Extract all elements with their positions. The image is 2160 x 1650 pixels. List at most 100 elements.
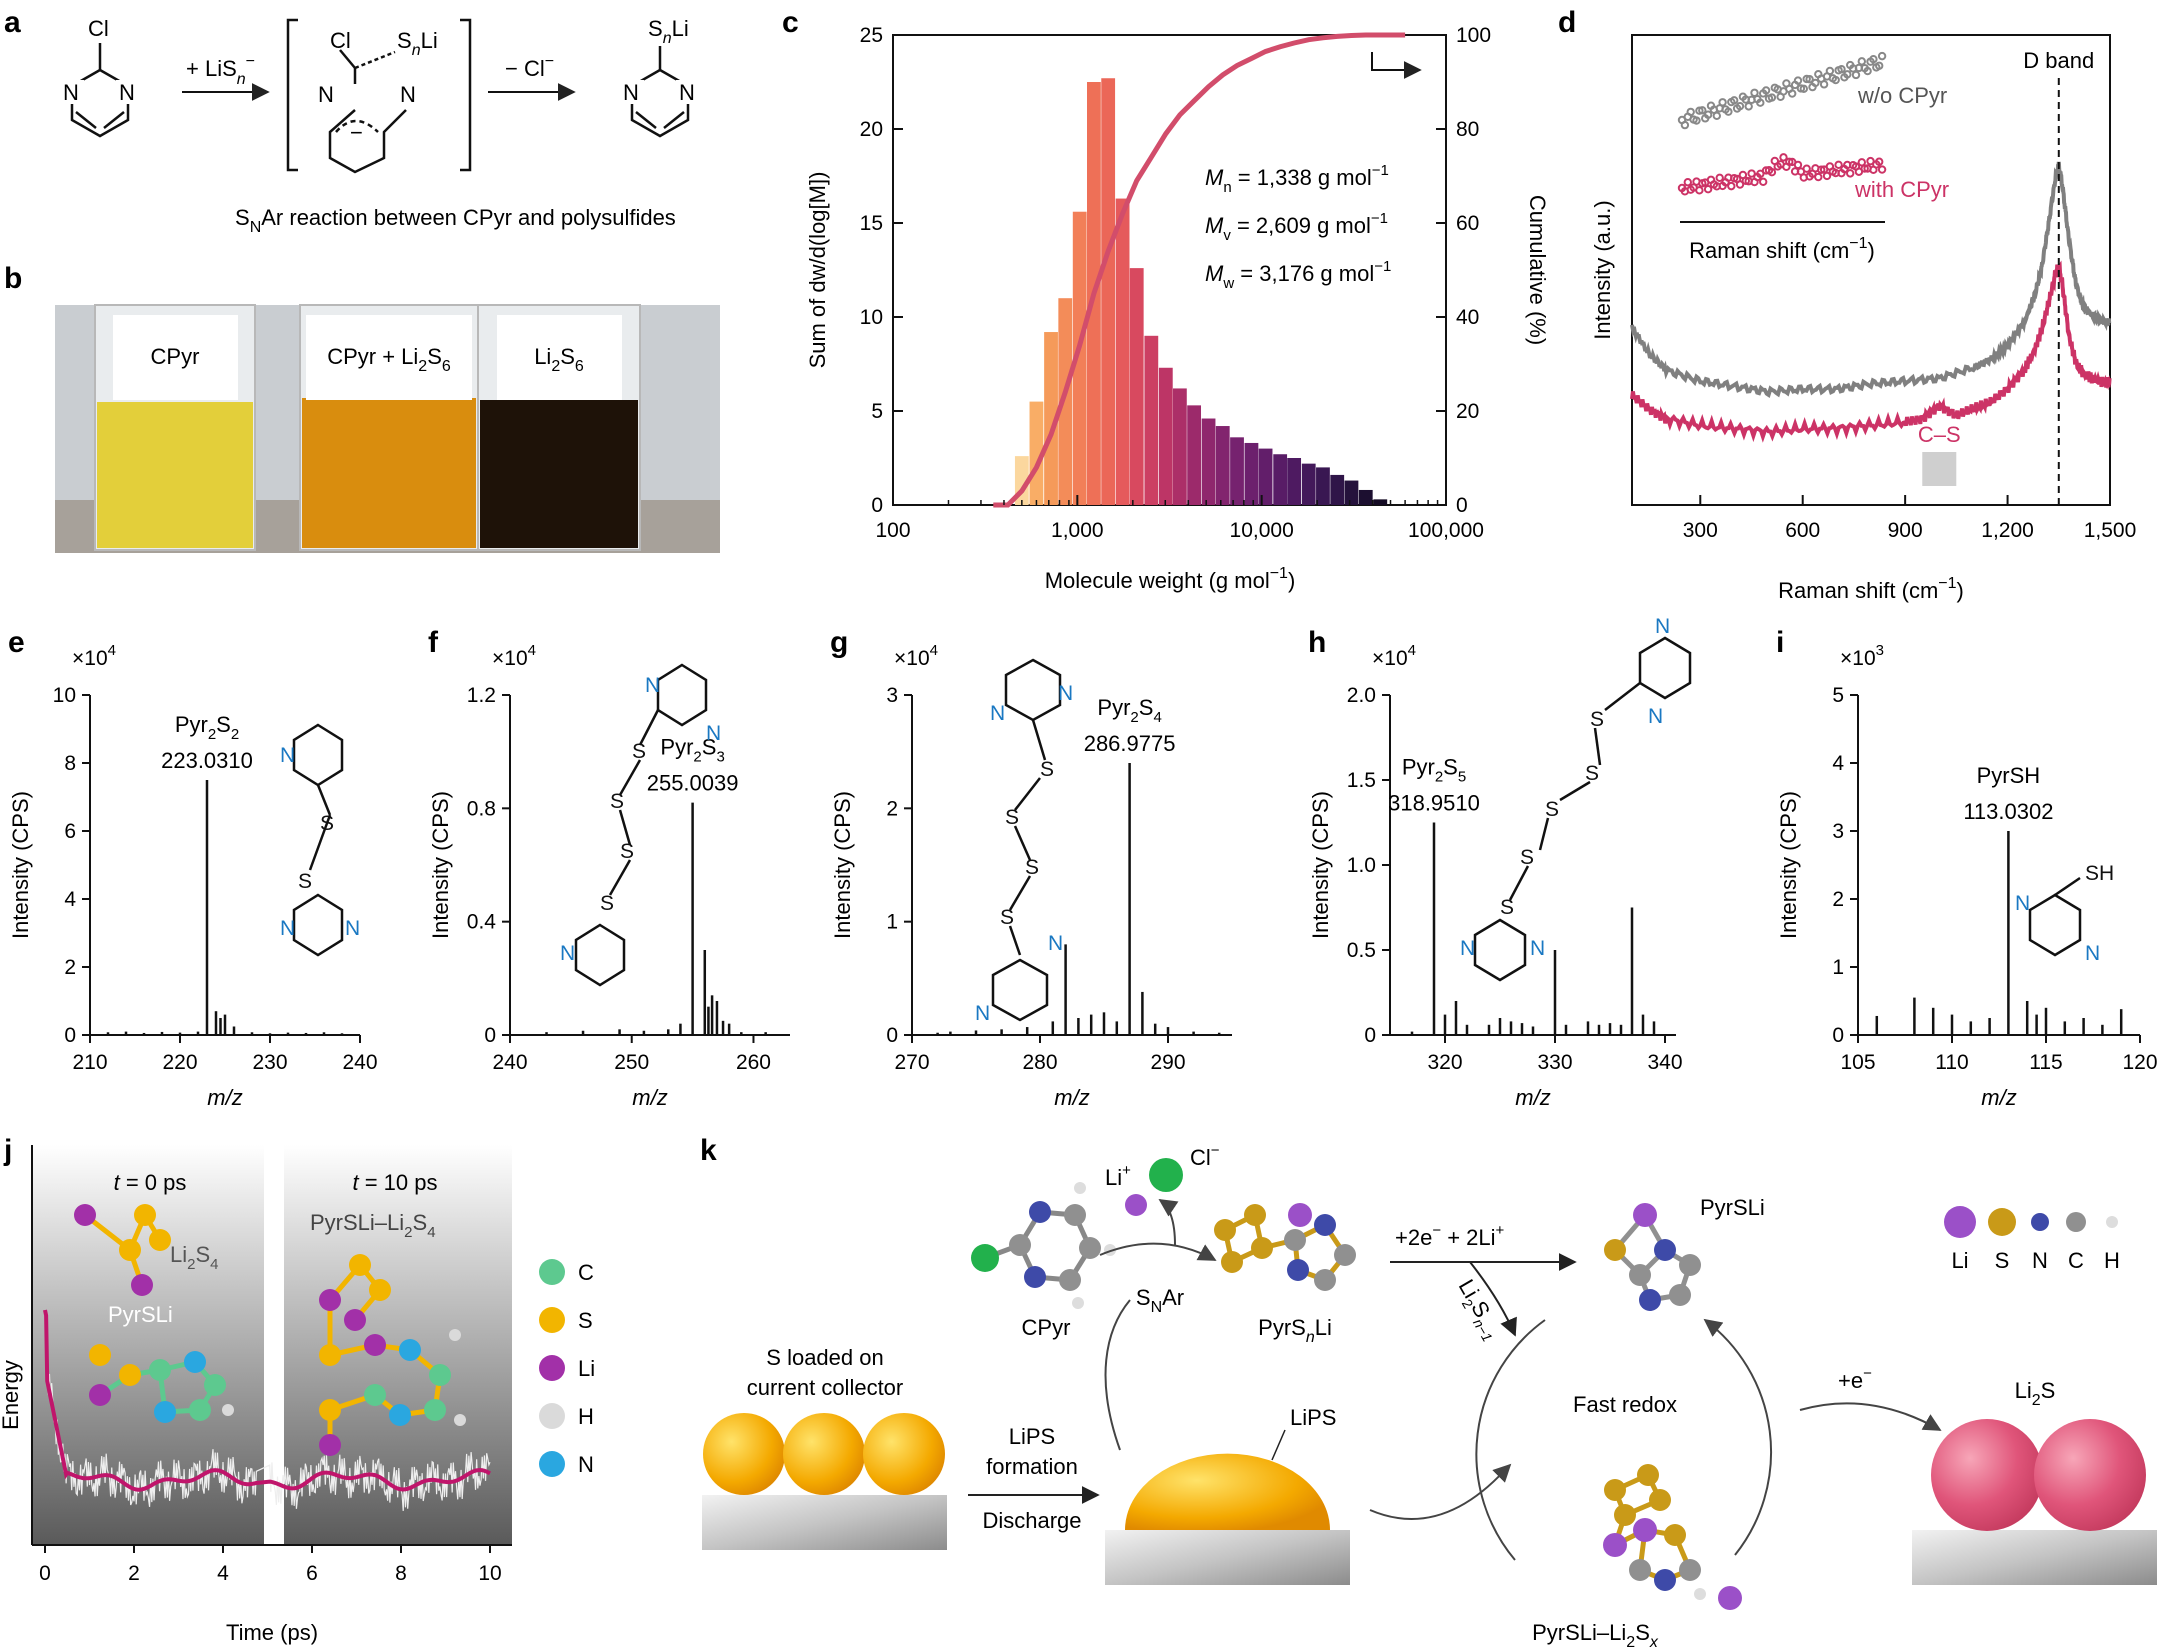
panel-k: k S loaded on current collector LiPS for… — [700, 1134, 2157, 1650]
redox-arc-right — [1703, 1318, 1772, 1556]
x-tick-label-j: 2 — [128, 1562, 140, 1585]
atom-cl-1: Cl — [88, 16, 109, 41]
x-tick-label-d: 900 — [1888, 519, 1923, 542]
inset-point-wo — [1724, 107, 1733, 116]
legend-swatch-k-S — [1988, 1208, 2016, 1236]
vial-2-label: CPyr + Li2S6 — [327, 344, 451, 375]
x-axis-label-j: Time (ps) — [226, 1620, 318, 1645]
x-tick-label-d: 1,500 — [2084, 519, 2137, 542]
raman-inset — [1677, 51, 1887, 196]
pyr-ring-h1 — [1638, 636, 1692, 700]
panel-a: a Cl N N + LiSn− Cl SnLi N N − − C — [4, 6, 700, 236]
legend-swatch-j-S — [539, 1307, 565, 1333]
y-tick-label-f: 0 — [484, 1024, 496, 1047]
li2s-particle-2 — [2034, 1419, 2146, 1531]
y-tick-label-g: 2 — [886, 797, 898, 820]
x-tick-label-j: 10 — [478, 1562, 501, 1585]
x-tick-label-d: 300 — [1683, 519, 1718, 542]
y-tick-label-e: 8 — [64, 752, 76, 775]
t0-label: t = 0 ps — [114, 1170, 187, 1195]
x-tick-label-i: 105 — [1840, 1051, 1875, 1074]
pyr-ring-e2 — [292, 893, 344, 957]
s-h2: S — [1585, 762, 1599, 785]
inset-point-wo — [1756, 98, 1765, 107]
panel-label-e: e — [8, 626, 25, 659]
y-axis-label-e: Intensity (CPS) — [8, 791, 33, 939]
inset-point-with — [1860, 164, 1869, 173]
legend-label-k-S: S — [1995, 1248, 2010, 1273]
panel-label-g: g — [830, 626, 848, 659]
y2-tick-label-c: 0 — [1456, 494, 1468, 517]
s-g1: S — [1040, 758, 1054, 781]
bar-4 — [1072, 211, 1087, 505]
energy-raw-trace — [44, 1309, 491, 1511]
x-tick-label-e: 220 — [162, 1051, 197, 1074]
inset-point-with — [1834, 160, 1843, 170]
li2sn1-label: Li2Sn−1 — [1450, 1275, 1507, 1344]
legend-swatch-k-Li — [1944, 1206, 1976, 1238]
x-tick-label-d: 1,200 — [1981, 519, 2034, 542]
s-h3: S — [1545, 798, 1559, 821]
panel-label-c: c — [782, 6, 799, 39]
y-tick-label-h: 0.5 — [1347, 939, 1376, 962]
arrow-snar — [1099, 1242, 1217, 1261]
legend-label-j-N: N — [578, 1452, 594, 1477]
inset-point-wo — [1744, 102, 1753, 111]
x-tick-label-i: 120 — [2122, 1051, 2157, 1074]
inset-point-with — [1695, 186, 1704, 195]
panel-label-a: a — [4, 6, 21, 39]
inset-point-with — [1735, 180, 1745, 189]
y2-axis-label-c: Cumulative (%) — [1525, 195, 1550, 345]
li2s4-model — [74, 1204, 171, 1296]
inset-point-with — [1814, 172, 1823, 182]
s-g3: S — [1025, 856, 1039, 879]
panel-a-caption: SNAr reaction between CPyr and polysulfi… — [235, 205, 676, 236]
cs-label: C–S — [1918, 422, 1961, 447]
peak-mass-h: 318.9510 — [1388, 791, 1480, 816]
y-tick-label-i: 2 — [1832, 888, 1844, 911]
ms-panel-g: g ×104 270 280 290 0 1 2 3 m/z Intensity (CPS) Pyr2… — [830, 626, 1232, 1110]
pyr-ring-f1 — [656, 663, 708, 727]
y2-tick-label-c: 80 — [1456, 118, 1479, 141]
redox-arc-left — [1475, 1319, 1546, 1561]
atom-n-6: N — [679, 80, 695, 105]
pyrsnli-label: PyrSnLi — [1258, 1315, 1332, 1346]
plot-d-frame — [1631, 34, 2111, 506]
inset-point-with — [1793, 160, 1803, 170]
legend-label-k-N: N — [2032, 1248, 2048, 1273]
legend-label-j-Li: Li — [578, 1356, 595, 1381]
atom-snli: SnLi — [397, 28, 438, 59]
inset-point-wo — [1825, 66, 1835, 76]
inset-point-with — [1802, 164, 1811, 173]
panel-label-j: j — [3, 1134, 12, 1167]
n-g1: N — [990, 702, 1005, 725]
s-g4: S — [1000, 906, 1014, 929]
panel-label-f: f — [428, 626, 439, 659]
inset-point-with — [1822, 171, 1832, 181]
y-tick-label-c: 25 — [860, 24, 883, 47]
panel-label-k: k — [700, 1134, 717, 1167]
inset-point-with — [1683, 178, 1693, 187]
cpyr-model — [971, 1182, 1116, 1309]
y-tick-label-g: 3 — [886, 684, 898, 707]
x-tick-label-g: 280 — [1022, 1051, 1057, 1074]
x-tick-label-c: 1,000 — [1051, 519, 1104, 542]
panel-d: d D band C–S 300 600 900 1,200 1,500 Raman s… — [1558, 6, 2136, 603]
t10-label: t = 10 ps — [352, 1170, 437, 1195]
sulfur-particle-1 — [703, 1413, 785, 1495]
bar-12 — [1187, 405, 1202, 505]
inset-point-with — [1759, 177, 1768, 186]
y-axis-label-g: Intensity (CPS) — [830, 791, 855, 939]
y-axis-label-d: Intensity (a.u.) — [1590, 200, 1615, 339]
y-tick-label-c: 0 — [871, 494, 883, 517]
y-tick-label-e: 0 — [64, 1024, 76, 1047]
inset-point-wo — [1843, 70, 1852, 79]
inset-point-wo — [1805, 75, 1814, 84]
y-tick-label-h: 0 — [1364, 1024, 1376, 1047]
sulfur-particle-3 — [863, 1413, 945, 1495]
inset-point-wo — [1761, 86, 1771, 95]
y-axis-label-j: Energy — [0, 1360, 23, 1430]
s-g2: S — [1005, 806, 1019, 829]
y-tick-label-e: 10 — [53, 684, 76, 707]
inset-point-with — [1877, 165, 1887, 174]
